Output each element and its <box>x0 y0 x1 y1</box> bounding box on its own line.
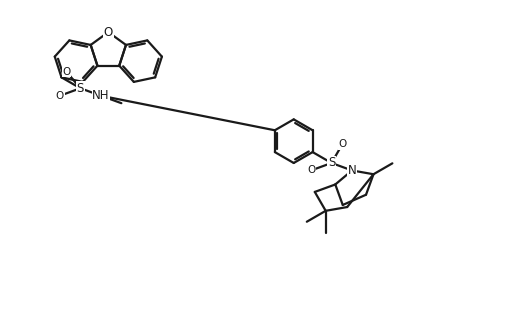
Text: S: S <box>77 82 84 95</box>
Text: N: N <box>347 164 356 177</box>
Text: S: S <box>328 156 335 169</box>
Text: O: O <box>307 166 315 176</box>
Text: O: O <box>56 91 64 101</box>
Text: O: O <box>62 66 71 76</box>
Text: NH: NH <box>92 89 110 102</box>
Text: O: O <box>104 26 113 39</box>
Text: O: O <box>339 139 346 149</box>
